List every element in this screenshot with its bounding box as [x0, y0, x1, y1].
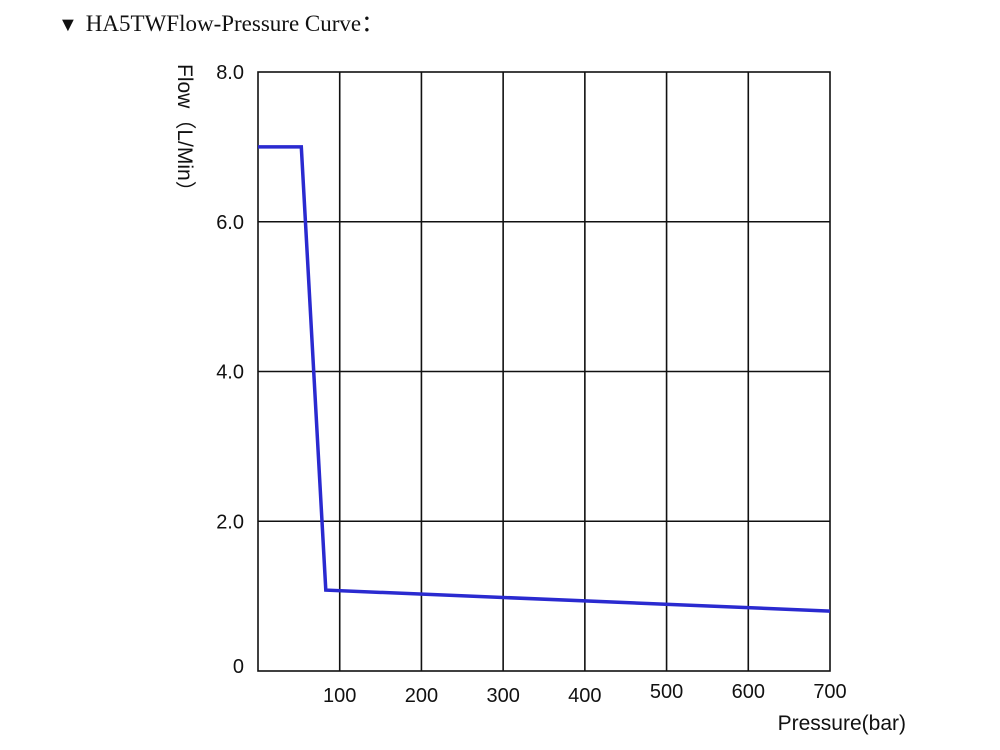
- chart-labels: 100 200 300 400 500 600 700 0 2.0 4.0 6.0 8.0 Pressu…: [173, 62, 906, 735]
- x-axis-title: Pressure(bar): [778, 712, 906, 735]
- x-tick-label: 200: [405, 685, 438, 707]
- x-tick-label: 100: [323, 685, 356, 707]
- chart-heading: ▼ HA5TWFlow-Pressure Curve：: [58, 4, 384, 38]
- y-tick-label: 8.0: [216, 62, 244, 84]
- y-tick-label: 2.0: [216, 511, 244, 533]
- x-tick-label: 600: [732, 681, 765, 703]
- x-tick-label: 500: [650, 681, 683, 703]
- chart-series: [258, 145, 831, 613]
- triangle-down-icon: ▼: [58, 14, 78, 36]
- x-tick-label: 400: [568, 685, 601, 707]
- flow-curve-line: [258, 145, 831, 613]
- y-tick-label: 4.0: [216, 362, 244, 384]
- x-tick-label: 300: [486, 685, 519, 707]
- y-tick-label: 0: [233, 656, 244, 678]
- x-tick-label: 700: [813, 681, 846, 703]
- y-tick-label: 6.0: [216, 212, 244, 234]
- chart-title: HA5TWFlow-Pressure Curve：: [85, 11, 385, 36]
- chart-grid: [257, 71, 831, 672]
- y-axis-title: Flow（L/Min）: [173, 64, 196, 202]
